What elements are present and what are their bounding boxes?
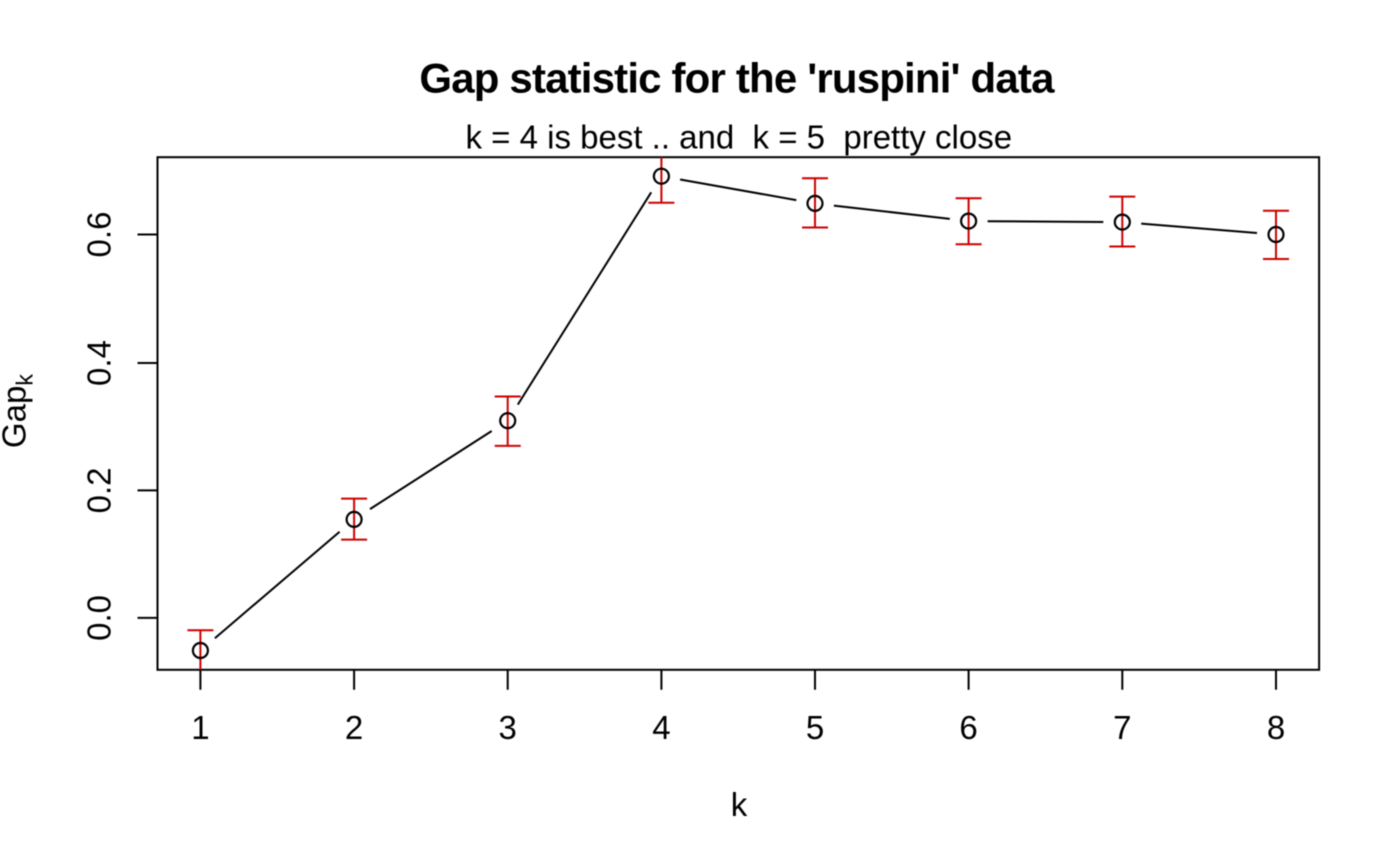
svg-text:5: 5: [806, 709, 824, 746]
svg-text:0.6: 0.6: [81, 212, 118, 258]
svg-text:Gap statistic for the 'ruspini: Gap statistic for the 'ruspini' data: [419, 55, 1055, 102]
svg-text:Gapk: Gapk: [0, 374, 37, 448]
svg-text:k = 4 is best .. and k = 5 p: k = 4 is best .. and k = 5 pretty close: [465, 119, 1012, 156]
svg-text:7: 7: [1113, 709, 1131, 746]
svg-text:0.0: 0.0: [81, 595, 118, 641]
svg-text:1: 1: [191, 709, 209, 746]
svg-text:0.4: 0.4: [81, 340, 118, 386]
svg-text:k: k: [731, 786, 748, 823]
svg-text:2: 2: [345, 709, 363, 746]
svg-text:0.2: 0.2: [81, 467, 118, 513]
svg-text:4: 4: [652, 709, 670, 746]
svg-text:8: 8: [1267, 709, 1285, 746]
svg-text:6: 6: [959, 709, 977, 746]
svg-text:3: 3: [499, 709, 517, 746]
